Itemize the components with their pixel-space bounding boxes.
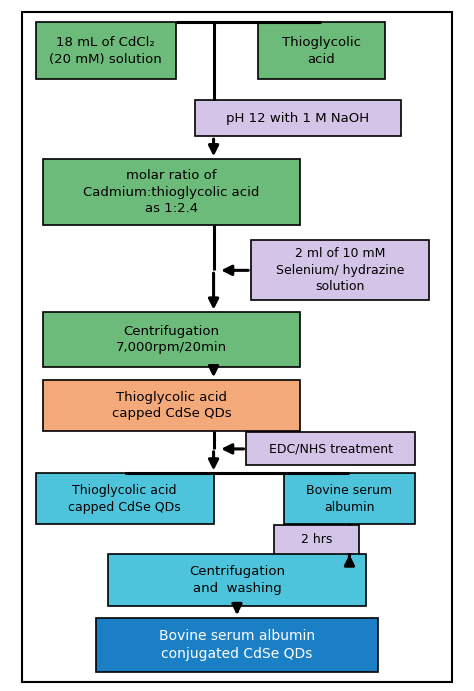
Bar xyxy=(36,22,176,79)
Bar xyxy=(195,100,401,136)
Text: Thioglycolic acid
capped CdSe QDs: Thioglycolic acid capped CdSe QDs xyxy=(111,391,231,420)
Text: Thioglycolic
acid: Thioglycolic acid xyxy=(282,36,361,66)
Text: 18 mL of CdCl₂
(20 mM) solution: 18 mL of CdCl₂ (20 mM) solution xyxy=(49,36,162,66)
Bar xyxy=(97,618,377,672)
Text: Centrifugation
7,000rpm/20min: Centrifugation 7,000rpm/20min xyxy=(116,325,227,354)
Text: 2 ml of 10 mM
Selenium/ hydrazine
solution: 2 ml of 10 mM Selenium/ hydrazine soluti… xyxy=(276,247,404,294)
Bar xyxy=(274,524,359,555)
Bar xyxy=(284,473,415,524)
Bar xyxy=(43,380,300,431)
Bar xyxy=(108,554,366,605)
Text: Thioglycolic acid
capped CdSe QDs: Thioglycolic acid capped CdSe QDs xyxy=(68,484,181,513)
Bar xyxy=(36,473,214,524)
Bar xyxy=(43,312,300,366)
Text: Bovine serum albumin
conjugated CdSe QDs: Bovine serum albumin conjugated CdSe QDs xyxy=(159,629,315,661)
Bar xyxy=(258,22,384,79)
Bar xyxy=(251,240,429,301)
Text: EDC/NHS treatment: EDC/NHS treatment xyxy=(269,442,392,455)
Text: 2 hrs: 2 hrs xyxy=(301,533,332,546)
Text: Centrifugation
and  washing: Centrifugation and washing xyxy=(189,565,285,595)
Text: pH 12 with 1 M NaOH: pH 12 with 1 M NaOH xyxy=(227,112,369,124)
Text: molar ratio of
Cadmium:thioglycolic acid
as 1:2.4: molar ratio of Cadmium:thioglycolic acid… xyxy=(83,169,260,215)
Bar xyxy=(43,159,300,225)
Bar xyxy=(246,433,415,466)
Text: Bovine serum
albumin: Bovine serum albumin xyxy=(306,484,392,513)
